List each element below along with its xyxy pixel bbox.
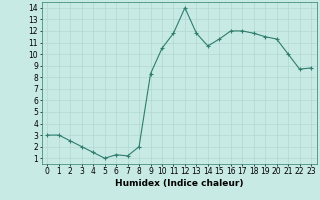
X-axis label: Humidex (Indice chaleur): Humidex (Indice chaleur): [115, 179, 244, 188]
